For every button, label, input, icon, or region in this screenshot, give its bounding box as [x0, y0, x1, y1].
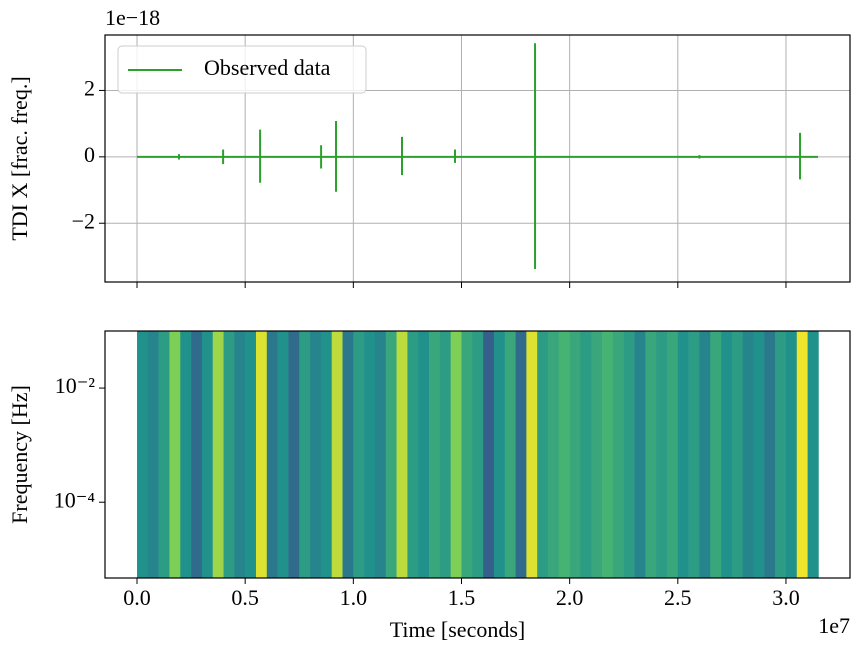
spectrogram-column: [158, 331, 170, 578]
spectrogram-column: [483, 331, 495, 578]
x-tick-label: 1.0: [340, 585, 368, 610]
spectrogram-column: [764, 331, 776, 578]
spectrogram-column: [234, 331, 246, 578]
spectrogram-column: [526, 331, 538, 578]
x-tick-label: 2.5: [664, 585, 692, 610]
spectrogram-column: [537, 331, 549, 578]
spectrogram-column: [688, 331, 700, 578]
spectrogram-column: [580, 331, 592, 578]
spectrogram-column: [331, 331, 343, 578]
spectrogram-column: [429, 331, 441, 578]
y-tick-label: −2: [72, 208, 95, 233]
spectrogram-column: [191, 331, 203, 578]
offset-text: 1e7: [818, 613, 850, 638]
spectrogram-column: [591, 331, 603, 578]
spectrogram-column: [342, 331, 354, 578]
x-tick-label: 3.0: [772, 585, 800, 610]
spectrogram-column: [548, 331, 560, 578]
y-axis-label: Frequency [Hz]: [7, 385, 32, 524]
spectrogram-column: [137, 331, 149, 578]
spectrogram-column: [180, 331, 192, 578]
spectrogram-column: [147, 331, 159, 578]
spectrogram-column: [288, 331, 300, 578]
x-tick-label: 0.0: [123, 585, 151, 610]
spectrogram-column: [645, 331, 657, 578]
legend-box: [117, 45, 367, 94]
spectrogram-column: [515, 331, 527, 578]
spectrogram-column: [223, 331, 235, 578]
y-axis-label: TDI X [frac. freq.]: [7, 76, 32, 240]
spectrogram-column: [785, 331, 798, 578]
offset-text: 1e−18: [105, 5, 160, 30]
spectrogram-column: [450, 331, 462, 578]
spectrogram-column: [169, 331, 181, 578]
spectrogram-column: [623, 331, 635, 578]
spectrogram-column: [472, 331, 484, 578]
spectrogram-column: [245, 331, 257, 578]
spectrogram-column: [807, 331, 819, 578]
spectrogram-column: [255, 331, 268, 578]
x-axis-label: Time [seconds]: [390, 617, 525, 642]
axes-frame: [104, 330, 851, 579]
spectrogram-column: [742, 331, 754, 578]
spectrogram-column: [396, 331, 408, 578]
spectrogram-column: [310, 331, 322, 578]
spectrogram-column: [677, 331, 689, 578]
y-tick-label: 0: [84, 142, 95, 167]
spectrogram-column: [753, 331, 765, 578]
spectrogram-column: [731, 331, 744, 578]
spectrogram-column: [201, 331, 214, 578]
spectrogram-column: [299, 331, 311, 578]
spectrogram-column: [407, 331, 419, 578]
spectrogram-column: [569, 331, 581, 578]
spectrogram-column: [634, 331, 646, 578]
legend-label: Observed data: [204, 55, 331, 80]
spectrogram-column: [558, 331, 570, 578]
x-tick-label: 0.5: [231, 585, 259, 610]
spectrogram-column: [374, 331, 387, 578]
axes-frame: [104, 34, 851, 283]
spectrogram-column: [461, 331, 473, 578]
y-tick-label: 10⁻²: [55, 373, 96, 398]
spectrogram-column: [656, 331, 668, 578]
spectrogram-column: [439, 331, 451, 578]
x-tick-label: 1.5: [448, 585, 476, 610]
spectrogram-column: [364, 331, 376, 578]
spectrogram-column: [775, 331, 787, 578]
spectrogram-column: [418, 331, 430, 578]
y-tick-label: 2: [84, 75, 95, 100]
y-tick-label: 10⁻⁴: [54, 487, 96, 512]
data-line: [137, 43, 818, 270]
spectrogram-column: [602, 331, 614, 578]
spectrogram-column: [796, 331, 808, 578]
spectrogram-column: [666, 331, 679, 578]
spectrogram-column: [721, 331, 733, 578]
x-tick-label: 2.0: [556, 585, 584, 610]
spectrogram-column: [504, 331, 516, 578]
spectrogram-column: [493, 331, 506, 578]
spectrogram-column: [385, 331, 397, 578]
spectrogram-column: [612, 331, 625, 578]
spectrogram-column: [320, 331, 333, 578]
spectrogram-column: [277, 331, 289, 578]
spectrogram-column: [266, 331, 278, 578]
spectrogram-column: [710, 331, 722, 578]
spectrogram-column: [212, 331, 224, 578]
spectrogram-column: [353, 331, 365, 578]
spectrogram-column: [699, 331, 711, 578]
